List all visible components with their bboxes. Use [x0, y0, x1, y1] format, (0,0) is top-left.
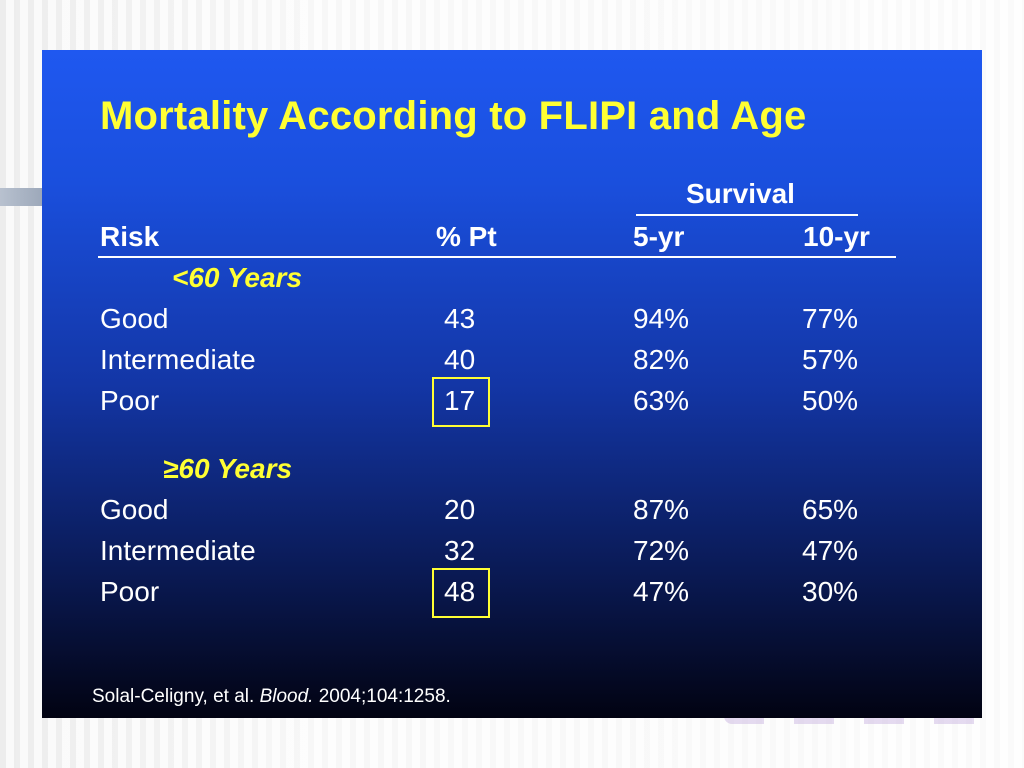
row-60plus-poor-pct: 48: [444, 576, 476, 607]
left-accent-bar: [0, 188, 46, 206]
highlight-box-60plus-poor: [432, 568, 490, 618]
row-under60-intermediate-10yr: 57%: [802, 344, 859, 375]
row-under60-good-pct: 43: [444, 303, 476, 334]
highlight-box-under60-poor: [432, 377, 490, 427]
survival-underline: [636, 214, 858, 216]
row-60plus-good-risk: Good: [100, 494, 169, 525]
row-under60-intermediate-5yr: 82%: [633, 344, 690, 375]
row-60plus-intermediate-pct: 32: [444, 535, 476, 566]
row-60plus-good-10yr: 65%: [802, 494, 859, 525]
citation-authors: Solal-Celigny, et al.: [92, 686, 255, 707]
risk-header: Risk: [100, 221, 160, 252]
pct-pt-header: % Pt: [436, 221, 497, 252]
citation: Solal-Celigny, et al. Blood. 2004;104:12…: [92, 686, 451, 708]
survival-header: Survival: [686, 178, 795, 209]
row-under60-poor-risk: Poor: [100, 385, 160, 416]
citation-ref: 2004;104:1258.: [318, 686, 451, 707]
row-60plus-intermediate-10yr: 47%: [802, 535, 859, 566]
row-60plus-intermediate-risk: Intermediate: [100, 535, 256, 566]
row-60plus-intermediate-5yr: 72%: [633, 535, 690, 566]
slide-panel: Mortality According to FLIPI and Age Sur…: [42, 50, 982, 718]
row-60plus-poor-5yr: 47%: [633, 576, 690, 607]
citation-journal: Blood.: [259, 686, 314, 707]
row-under60-poor-pct: 17: [444, 385, 476, 416]
slide-title: Mortality According to FLIPI and Age: [100, 94, 807, 138]
row-60plus-good-pct: 20: [444, 494, 476, 525]
row-60plus-poor-10yr: 30%: [802, 576, 859, 607]
row-60plus-poor-risk: Poor: [100, 576, 160, 607]
row-under60-good-risk: Good: [100, 303, 169, 334]
row-under60-good-5yr: 94%: [633, 303, 690, 334]
five-yr-header: 5-yr: [633, 221, 685, 252]
group-label-60-plus: ≥60 Years: [163, 453, 293, 484]
row-60plus-good-5yr: 87%: [633, 494, 690, 525]
row-under60-good-10yr: 77%: [802, 303, 859, 334]
row-under60-intermediate-pct: 40: [444, 344, 476, 375]
group-label-under-60: <60 Years: [172, 262, 303, 293]
row-under60-poor-5yr: 63%: [633, 385, 690, 416]
ten-yr-header: 10-yr: [803, 221, 870, 252]
header-underline: [98, 256, 896, 258]
row-under60-poor-10yr: 50%: [802, 385, 859, 416]
row-under60-intermediate-risk: Intermediate: [100, 344, 256, 375]
